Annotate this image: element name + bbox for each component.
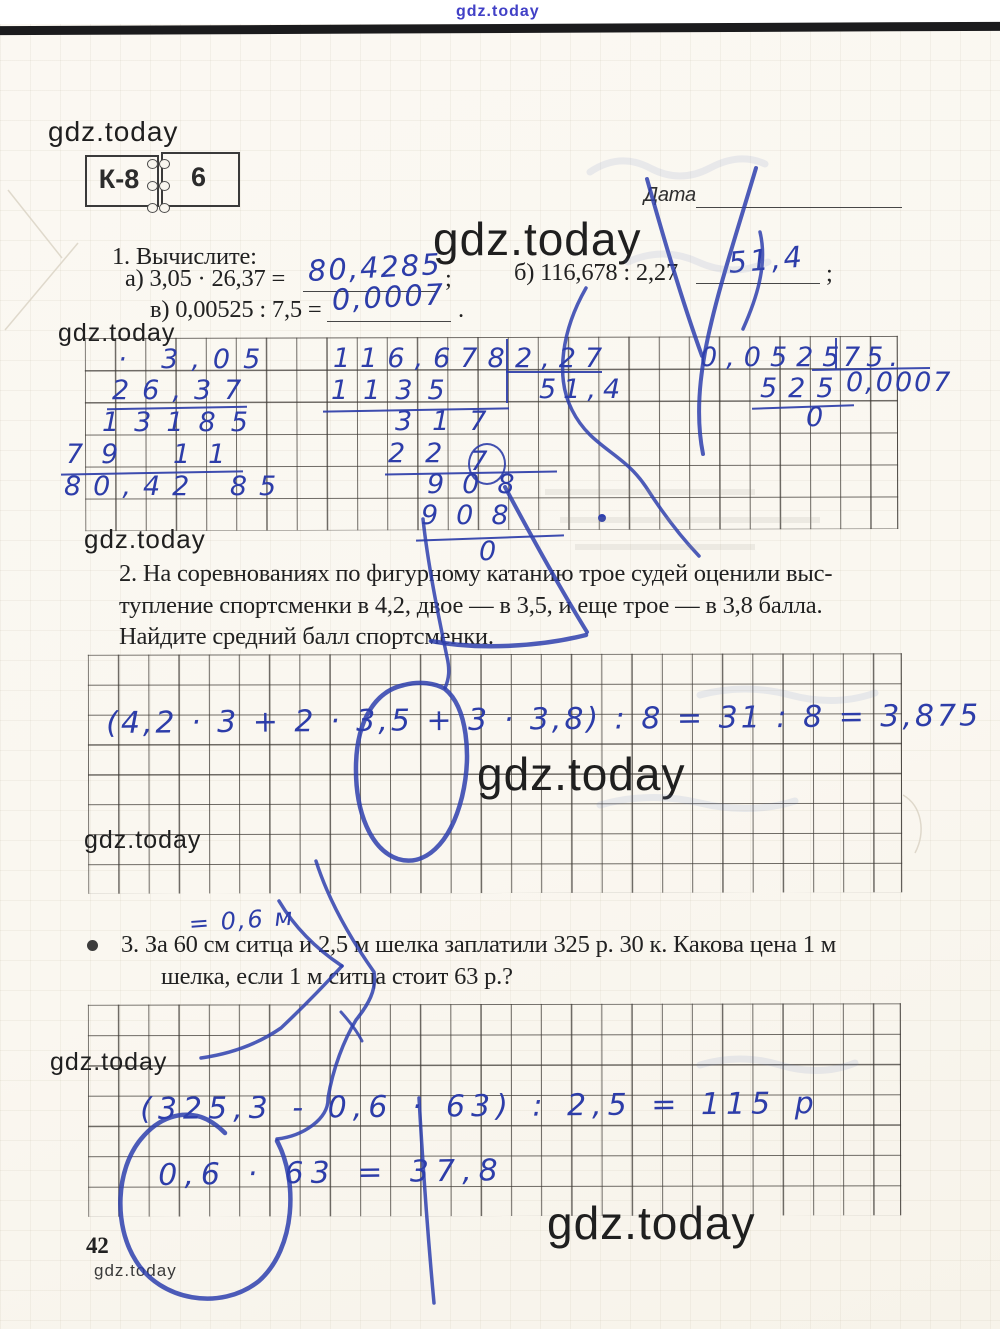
- spiral-ring-icon: [147, 181, 158, 191]
- division-remainder: 0: [479, 536, 497, 567]
- crease-line: [7, 189, 63, 259]
- spiral-ring-icon: [147, 203, 158, 213]
- mult-result: 80,42 85: [64, 471, 289, 502]
- problem1-v-punct: .: [458, 296, 464, 323]
- division-dividend: 116,678: [333, 343, 515, 374]
- mult-row: · 3,05: [118, 344, 274, 375]
- problem1-v-expr: в) 0,00525 : 7,5 =: [150, 296, 322, 323]
- problem1-v-answer: 0,0007: [331, 277, 447, 317]
- mult-row: 26,37: [112, 375, 255, 406]
- problem1-b-answer: 51,4: [727, 239, 807, 280]
- watermark-top: gdz.today: [456, 3, 540, 20]
- answer-line: [327, 321, 451, 322]
- division-step-digits: 22: [388, 438, 463, 469]
- division-step: 22 7: [388, 438, 507, 485]
- division-bracket: [835, 338, 837, 369]
- problem1-a-punct: ;: [445, 265, 452, 292]
- test-code-box: [85, 155, 159, 207]
- page-curl-mark: [902, 794, 922, 854]
- problem1-title: 1. Вычислите:: [112, 243, 257, 270]
- spiral-ring-icon: [159, 159, 170, 169]
- mult-row: 13185: [102, 407, 263, 438]
- scan-top-edge: [0, 0, 1000, 24]
- problem2-line2: тупление спортсменки в 4,2, двое — в 3,5…: [119, 592, 823, 619]
- division-quotient: 51,4: [539, 374, 628, 405]
- problem3-solution-line2: 0,6 · 63 = 37,8: [158, 1153, 505, 1193]
- spiral-ring-icon: [147, 159, 158, 169]
- circled-digit: 7: [468, 443, 507, 485]
- ghost-stroke: [586, 155, 769, 180]
- problem1-b-punct: ;: [826, 260, 833, 287]
- division-quotient: 0,0007: [846, 367, 953, 398]
- crease-line: [4, 242, 79, 331]
- answer-line: [303, 291, 437, 292]
- problem3-line1: 3. За 60 см ситца и 2,5 м шелка заплатил…: [121, 931, 837, 958]
- problem2-line3: Найдите средний балл спортсменки.: [119, 623, 494, 650]
- page-number: 42: [86, 1233, 109, 1258]
- problem3-solution-line1: (325,3 - 0,6 · 63) : 2,5 = 115 р: [140, 1086, 820, 1127]
- division-divisor: 75.: [843, 342, 904, 373]
- division-step: 908: [427, 469, 533, 500]
- spiral-ring-icon: [159, 181, 170, 191]
- division-step: 908: [421, 500, 527, 531]
- watermark: gdz.today: [50, 1048, 168, 1076]
- division-bracket: [506, 371, 602, 373]
- division-step: 317: [395, 406, 507, 437]
- watermark-footer: gdz.today: [94, 1261, 177, 1280]
- mult-row: 79 11: [66, 439, 244, 470]
- variant-box: [161, 152, 240, 207]
- variant-label: 6: [190, 162, 207, 192]
- test-code-label: К-8: [98, 164, 140, 194]
- date-label: Дата: [644, 184, 696, 206]
- watermark: gdz.today: [48, 116, 179, 147]
- list-bullet: [87, 940, 98, 951]
- problem2-line1: 2. На соревнованиях по фигурному катанию…: [119, 560, 833, 587]
- watermark: gdz.today: [84, 826, 202, 854]
- spiral-ring-icon: [159, 203, 170, 213]
- answer-line: [696, 283, 820, 284]
- watermark-large: gdz.today: [433, 213, 642, 265]
- division-step: 1135: [331, 375, 460, 406]
- problem1-a-expr: а) 3,05 · 26,37 =: [125, 265, 286, 292]
- problem3-line2: шелка, если 1 м ситца стоит 63 р.?: [161, 963, 513, 990]
- division-remainder: 0: [806, 402, 824, 433]
- watermark-large: gdz.today: [547, 1197, 756, 1249]
- division-divisor: 2,27: [515, 343, 612, 374]
- watermark-large: gdz.today: [477, 748, 686, 800]
- division-step: 525: [760, 373, 845, 404]
- watermark: gdz.today: [84, 524, 206, 554]
- date-line: [696, 207, 902, 208]
